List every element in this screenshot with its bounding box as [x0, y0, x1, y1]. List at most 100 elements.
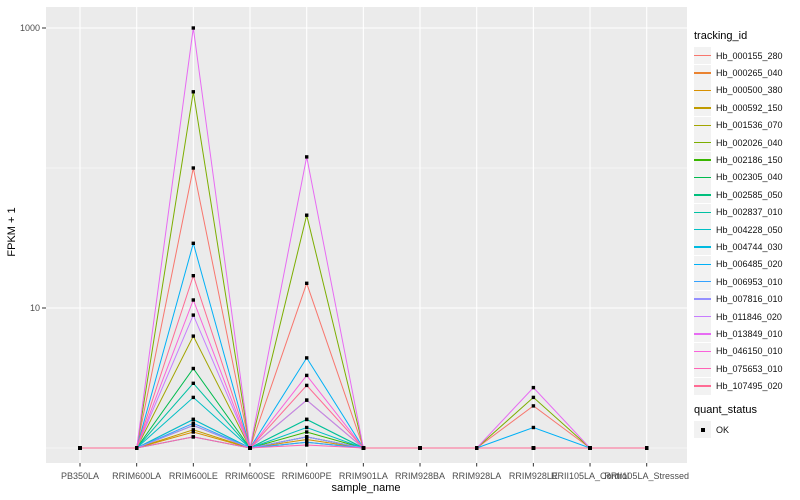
ok-point-swatch [694, 421, 711, 438]
legend-color-swatch [694, 238, 711, 256]
legend-line-icon [694, 350, 711, 353]
legend-line-icon [694, 333, 711, 335]
legend-color-swatch [694, 99, 711, 117]
legend-item-ok: OK [694, 421, 798, 438]
data-point [191, 428, 195, 432]
legend-label: Hb_107495_020 [716, 381, 783, 392]
data-point [191, 430, 195, 434]
data-point [191, 241, 195, 245]
legend-color-swatch [694, 255, 711, 273]
legend-label: Hb_013849_010 [716, 328, 783, 339]
legend-item: Hb_007816_010 [694, 290, 798, 308]
data-point [191, 26, 195, 30]
legend-color-swatch [694, 221, 711, 239]
x-tick-label: RRIM600SE [225, 471, 275, 481]
legend-color-swatch [694, 325, 711, 343]
legend-label: Hb_002186_150 [716, 155, 783, 166]
data-point [191, 395, 195, 400]
legend-item: Hb_000500_380 [694, 81, 798, 99]
data-point [475, 446, 479, 450]
data-point [588, 446, 592, 450]
legend-color-swatch [694, 134, 711, 152]
legend-label: Hb_002026_040 [716, 137, 783, 148]
y-tick-label: 10 [30, 303, 40, 313]
legend-color-swatch [694, 168, 711, 186]
x-tick-label: RRIM901LA [339, 471, 388, 481]
legend-color-swatch [694, 151, 711, 169]
legend-label: Hb_004744_030 [716, 241, 783, 252]
data-point [305, 435, 309, 439]
data-point [305, 430, 309, 434]
data-point [248, 446, 252, 450]
data-point [305, 373, 309, 378]
legend-label: Hb_000500_380 [716, 85, 783, 96]
legend-item: Hb_006953_010 [694, 273, 798, 291]
legend-line-icon [694, 263, 711, 266]
data-point [191, 421, 195, 425]
data-point [531, 404, 536, 408]
x-tick-label: RRIM928BA [395, 471, 445, 481]
x-tick-label: RRII105LA_Control [551, 471, 629, 481]
legend-line-icon [694, 176, 711, 179]
legend-color-swatch [694, 186, 711, 204]
x-tick-label: RRIM928LE [509, 471, 558, 481]
legend-label: Hb_000155_280 [716, 50, 783, 61]
square-point-icon [700, 427, 705, 432]
data-point [191, 334, 195, 338]
legend-label: Hb_002305_040 [716, 172, 783, 183]
data-point [191, 166, 195, 170]
legend-line-icon [694, 107, 711, 109]
data-point [531, 446, 536, 450]
legend-item: Hb_002585_050 [694, 186, 798, 204]
x-tick-label: RRIM600LE [169, 471, 218, 481]
legend-line-icon [694, 194, 711, 196]
x-axis-title: sample_name [331, 482, 401, 494]
data-point [305, 155, 309, 159]
data-point [305, 281, 309, 285]
data-point [305, 440, 309, 444]
legend-line-icon [694, 89, 711, 92]
legend-color-swatch [694, 377, 711, 395]
data-point [191, 423, 195, 428]
data-point [361, 446, 366, 450]
x-tick-label: RRIM928LA [452, 471, 501, 481]
legend-line-icon [694, 315, 711, 318]
x-tick-label: RRIM600PE [282, 471, 332, 481]
legend-item: Hb_002026_040 [694, 134, 798, 152]
data-point [191, 381, 195, 385]
data-point [191, 298, 195, 302]
legend-item: Hb_000265_040 [694, 64, 798, 82]
legend-line-icon [694, 246, 711, 248]
legend-label-ok: OK [716, 424, 730, 435]
data-point [305, 437, 309, 442]
data-point [78, 446, 82, 450]
legend-line-icon [694, 281, 711, 283]
y-tick-label: 1000 [20, 23, 40, 33]
legend-item: Hb_000592_150 [694, 99, 798, 117]
legend-color-swatch [694, 64, 711, 82]
legend-line-icon [694, 228, 711, 231]
data-point [191, 366, 195, 371]
legend-label: Hb_006953_010 [716, 276, 783, 287]
legend-item: Hb_004228_050 [694, 221, 798, 239]
data-point [191, 274, 195, 278]
legend-item: Hb_002186_150 [694, 151, 798, 169]
legend-color-swatch [694, 308, 711, 326]
legend-line-icon [694, 368, 711, 370]
legend-line-icon [694, 124, 711, 126]
legend-item: Hb_006485_020 [694, 255, 798, 273]
legend-label: Hb_002837_010 [716, 207, 783, 218]
data-point [305, 425, 309, 430]
legend-color-swatch [694, 273, 711, 291]
legend-label: Hb_075653_010 [716, 363, 783, 374]
data-point [531, 395, 536, 400]
data-point [305, 417, 309, 422]
legend-line-icon [694, 55, 711, 57]
legend-line-icon [694, 298, 711, 300]
legend-item: Hb_002305_040 [694, 168, 798, 186]
legend-color-swatch [694, 116, 711, 134]
data-point [191, 417, 195, 422]
legend-color-swatch [694, 203, 711, 221]
